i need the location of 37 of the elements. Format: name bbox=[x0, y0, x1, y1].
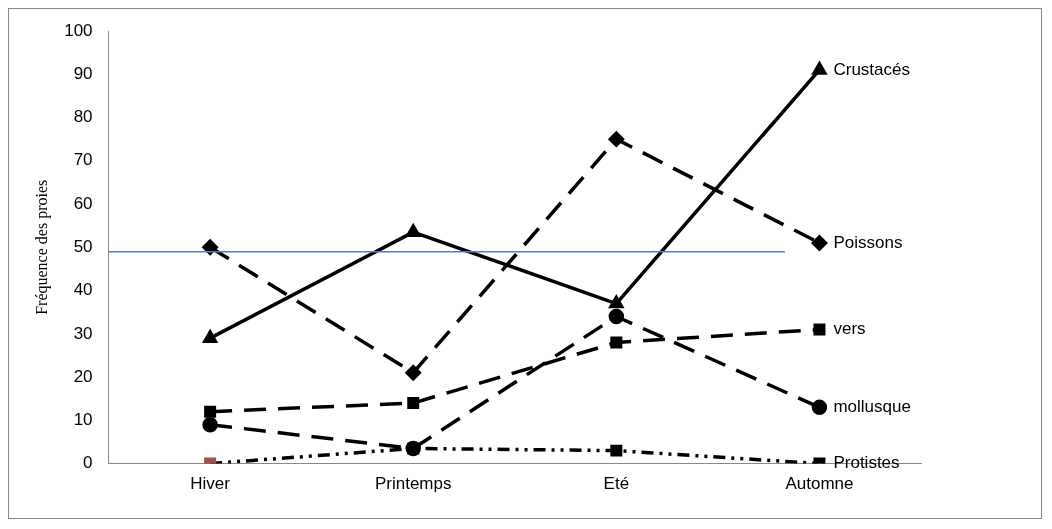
point bbox=[202, 239, 218, 256]
point bbox=[610, 444, 623, 457]
y-tick-label: 20 bbox=[73, 366, 93, 386]
y-tick-label: 10 bbox=[73, 410, 93, 430]
point bbox=[610, 336, 623, 349]
x-tick-label: Hiver bbox=[190, 474, 231, 494]
y-tick-label: 80 bbox=[73, 107, 93, 127]
point bbox=[609, 295, 624, 309]
point bbox=[813, 323, 826, 336]
series-label: vers bbox=[833, 319, 866, 339]
y-axis-title: Fréquence des proies bbox=[32, 179, 51, 315]
point bbox=[608, 308, 625, 325]
y-tick-label: 90 bbox=[73, 63, 93, 83]
y-tick-label: 60 bbox=[73, 193, 93, 213]
point bbox=[203, 330, 218, 343]
point bbox=[407, 397, 420, 410]
point bbox=[204, 405, 217, 418]
x-tick-label: Eté bbox=[603, 474, 630, 494]
series-label: mollusque bbox=[833, 397, 911, 417]
point bbox=[811, 235, 828, 251]
y-tick-label: 0 bbox=[83, 453, 93, 473]
point bbox=[406, 224, 421, 237]
y-tick-label: 100 bbox=[64, 20, 93, 40]
point bbox=[405, 365, 421, 381]
point bbox=[202, 416, 218, 433]
y-tick-label: 70 bbox=[73, 150, 93, 170]
series-label: Protistes bbox=[833, 453, 900, 473]
x-tick-label: Printemps bbox=[374, 474, 452, 494]
point bbox=[812, 62, 827, 75]
series-label: Crustacés bbox=[833, 59, 910, 79]
point bbox=[811, 399, 828, 416]
x-tick-label: Automne bbox=[785, 474, 854, 494]
y-tick-label: 40 bbox=[73, 280, 93, 300]
series-label: Poissons bbox=[833, 232, 903, 252]
y-tick-label: 50 bbox=[73, 236, 93, 256]
point bbox=[608, 131, 625, 147]
y-tick-label: 30 bbox=[73, 323, 93, 343]
